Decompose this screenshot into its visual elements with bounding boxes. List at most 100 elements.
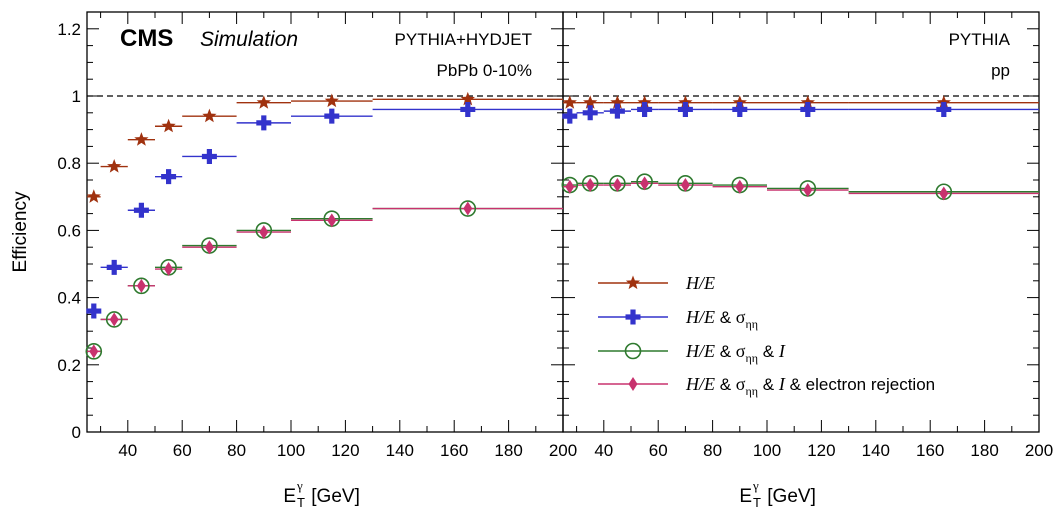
data-point-diamond <box>803 183 813 198</box>
left-system-label: PbPb 0-10% <box>437 61 532 80</box>
x-tick-label: 120 <box>807 441 835 460</box>
x-tick-label-shared: 200 <box>549 441 577 460</box>
y-tick-label: 0.2 <box>57 356 81 375</box>
data-point-diamond <box>585 178 595 193</box>
data-point-diamond <box>89 344 99 359</box>
left-series-3 <box>87 207 563 353</box>
y-axis-title: Efficiency <box>10 191 31 272</box>
legend-entry-he: H/E <box>598 273 715 293</box>
left-series-markers-1 <box>86 101 476 319</box>
x-tick-label: 60 <box>649 441 668 460</box>
data-point-diamond <box>939 186 949 201</box>
legend-label-he-sigma-iso-electron: H/E & σηη & I & electron rejection <box>685 374 935 398</box>
svg-text:T: T <box>297 495 305 510</box>
x-axis-title-left: E γ T [GeV] <box>283 478 360 510</box>
svg-text:γ: γ <box>296 478 303 493</box>
data-point-star <box>202 108 217 123</box>
data-point-star <box>134 132 149 146</box>
data-point-diamond <box>640 176 650 191</box>
right-series-markers-0 <box>562 95 951 109</box>
data-point-diamond <box>680 178 690 193</box>
simulation-label: Simulation <box>200 28 298 51</box>
axes-frames: 40 60 80 100 120 140 160 180 0 0.2 0.4 0.6 0.8 1 1.2 40… <box>57 11 1053 460</box>
x-tick-label: 140 <box>386 441 414 460</box>
data-point-star <box>256 95 271 109</box>
svg-text:γ: γ <box>752 478 759 493</box>
y-tick-label: 0.8 <box>57 154 81 173</box>
data-marks <box>85 91 1039 360</box>
data-point-cross <box>86 303 102 319</box>
y-tick-label: 0.6 <box>57 221 81 240</box>
data-point-star <box>460 91 475 106</box>
data-point-diamond <box>164 262 174 277</box>
data-point-cross <box>637 101 653 117</box>
y-tick-label: 0.4 <box>57 289 81 308</box>
x-tick-label: 40 <box>594 441 613 460</box>
x-tick-label: 80 <box>227 441 246 460</box>
svg-text:E: E <box>283 486 296 507</box>
data-point-star <box>562 95 577 109</box>
y-tick-label: 1.2 <box>57 20 81 39</box>
data-point-cross <box>133 202 149 218</box>
data-point-diamond <box>735 179 745 194</box>
data-point-cross <box>256 115 272 131</box>
x-tick-label: 80 <box>703 441 722 460</box>
legend: H/E H/E & σηη H/E & σηη & I H/E & σηη & … <box>598 273 935 398</box>
data-point-cross <box>562 108 578 124</box>
data-point-star <box>86 189 101 203</box>
data-point-cross <box>609 103 625 119</box>
data-point-circle <box>133 277 150 295</box>
data-point-circle <box>459 200 477 217</box>
legend-entry-he-sigma-iso: H/E & σηη & I <box>598 341 786 365</box>
x-tick-label: 60 <box>173 441 192 460</box>
data-point-diamond <box>109 312 119 327</box>
data-point-cross <box>201 148 217 164</box>
right-system-label: pp <box>991 61 1010 80</box>
x-tick-label: 200 <box>1025 441 1053 460</box>
data-point-star <box>610 95 625 109</box>
data-point-cross <box>582 105 598 121</box>
data-point-cross <box>800 101 816 117</box>
data-point-circle <box>85 343 103 360</box>
legend-marker-star <box>625 275 641 290</box>
svg-text:[GeV]: [GeV] <box>306 486 360 507</box>
y-tick-label: 1 <box>72 87 81 106</box>
legend-entry-he-sigma-iso-electron: H/E & σηη & I & electron rejection <box>598 374 935 398</box>
data-point-diamond <box>204 240 214 255</box>
data-point-cross <box>677 101 693 117</box>
x-tick-label: 120 <box>331 441 359 460</box>
cms-label: CMS <box>120 25 173 52</box>
data-point-star <box>107 159 122 173</box>
legend-label-he-sigma-iso: H/E & σηη & I <box>685 341 786 365</box>
x-tick-label: 140 <box>862 441 890 460</box>
right-plot-frame <box>562 11 1040 433</box>
legend-entry-he-sigma: H/E & σηη <box>598 307 758 331</box>
legend-marker-cross <box>625 309 641 325</box>
data-point-diamond <box>463 201 473 216</box>
svg-text:T: T <box>753 495 761 510</box>
left-panel-axes: 40 60 80 100 120 140 160 180 0 0.2 0.4 0.6 0.8 1 1.2 <box>57 11 564 460</box>
svg-text:[GeV]: [GeV] <box>762 486 816 507</box>
x-tick-label: 160 <box>916 441 944 460</box>
legend-label-he-sigma: H/E & σηη <box>685 307 758 331</box>
data-point-star <box>161 118 176 133</box>
data-point-cross <box>161 169 177 185</box>
y-tick-label: 0 <box>72 423 81 442</box>
x-tick-label: 100 <box>753 441 781 460</box>
x-axis-title-right: E γ T [GeV] <box>739 478 816 510</box>
data-point-cross <box>460 101 476 117</box>
x-tick-label: 160 <box>440 441 468 460</box>
left-series-markers-3 <box>89 201 473 359</box>
legend-label-he: H/E <box>685 273 715 293</box>
data-point-cross <box>732 101 748 117</box>
data-point-star <box>324 93 339 108</box>
x-tick-label: 180 <box>494 441 522 460</box>
x-tick-label: 40 <box>118 441 137 460</box>
data-point-diamond <box>136 278 146 293</box>
x-tick-label: 180 <box>970 441 998 460</box>
data-point-cross <box>106 259 122 275</box>
data-point-diamond <box>327 213 337 228</box>
data-point-diamond <box>259 225 269 240</box>
right-series-markers-1 <box>562 101 952 124</box>
